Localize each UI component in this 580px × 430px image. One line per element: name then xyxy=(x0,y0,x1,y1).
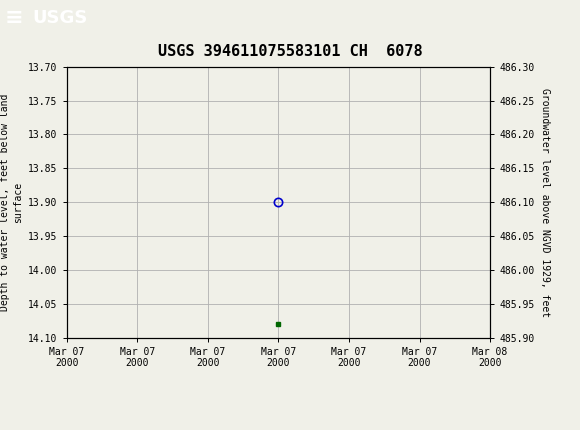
Y-axis label: Depth to water level, feet below land
surface: Depth to water level, feet below land su… xyxy=(0,93,23,311)
Text: USGS: USGS xyxy=(32,9,87,27)
Text: ≡: ≡ xyxy=(5,8,23,28)
Text: USGS 394611075583101 CH  6078: USGS 394611075583101 CH 6078 xyxy=(158,44,422,59)
Y-axis label: Groundwater level above NGVD 1929, feet: Groundwater level above NGVD 1929, feet xyxy=(540,88,550,316)
